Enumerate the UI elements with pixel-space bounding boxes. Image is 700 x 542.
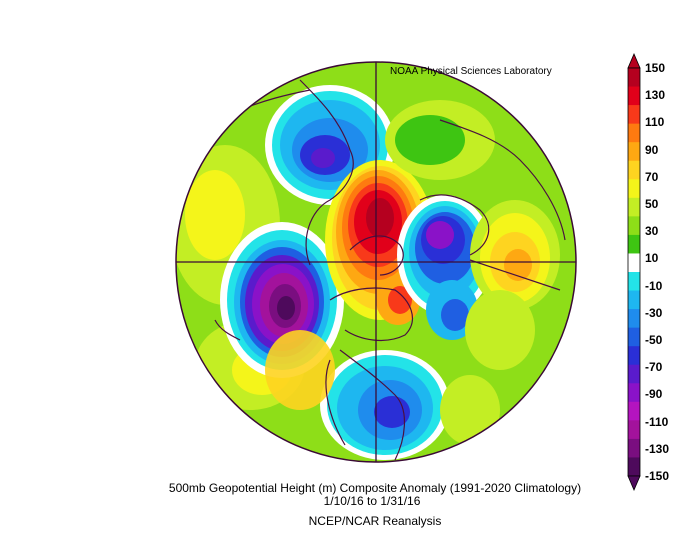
colorbar-swatch bbox=[628, 86, 640, 106]
europe-ridge bbox=[470, 200, 560, 310]
colorbar-tick-label: -130 bbox=[645, 441, 670, 456]
colorbar-swatch bbox=[628, 438, 640, 458]
colorbar-top-arrow bbox=[627, 52, 641, 69]
coastlines bbox=[214, 79, 566, 461]
scandinavia-trough bbox=[397, 195, 493, 340]
anomaly-field bbox=[176, 62, 576, 462]
colorbar-tick-label: 70 bbox=[645, 169, 659, 184]
colorbar-swatch bbox=[628, 179, 640, 199]
colorbar-tick-label: -30 bbox=[645, 305, 663, 320]
colorbar-tick-label: -150 bbox=[645, 469, 670, 483]
colorbar-swatch bbox=[628, 346, 640, 366]
colorbar-swatch bbox=[628, 401, 640, 421]
colorbar-swatch bbox=[628, 123, 640, 143]
colorbar-swatch bbox=[628, 234, 640, 254]
colorbar-swatch bbox=[628, 383, 640, 403]
colorbar-swatch bbox=[628, 142, 640, 162]
caption-source: NCEP/NCAR Reanalysis bbox=[308, 514, 442, 528]
colorbar-swatch bbox=[628, 290, 640, 310]
colorbar-swatch bbox=[628, 160, 640, 180]
colorbar-swatch bbox=[628, 216, 640, 236]
colorbar-tick-label: -90 bbox=[645, 387, 663, 402]
colorbar-tick-label: -110 bbox=[645, 414, 669, 429]
colorbar-swatch bbox=[628, 420, 640, 440]
colorbar-swatch bbox=[628, 327, 640, 347]
colorbar-tick-label: 30 bbox=[645, 224, 659, 239]
colorbar-swatch bbox=[628, 68, 640, 88]
colorbar-tick-label: 150 bbox=[645, 61, 666, 75]
colorbar-swatch bbox=[628, 272, 640, 292]
colorbar-swatch bbox=[628, 197, 640, 217]
colorbar-tick-label: -70 bbox=[645, 360, 663, 375]
colorbar-bottom-arrow bbox=[627, 475, 641, 492]
colorbar-swatch bbox=[628, 309, 640, 329]
colorbar-swatch bbox=[628, 105, 640, 125]
colorbar-tick-label: -10 bbox=[645, 278, 663, 293]
colorbar-tick-label: 130 bbox=[645, 88, 666, 103]
colorbar-swatch bbox=[628, 364, 640, 384]
colorbar-tick-label: 90 bbox=[645, 142, 659, 157]
caption-dates: 1/10/16 to 1/31/16 bbox=[323, 494, 421, 508]
colorbar bbox=[627, 52, 641, 492]
colorbar-swatch bbox=[628, 253, 640, 273]
colorbar-swatch bbox=[628, 457, 640, 477]
caption-title: 500mb Geopotential Height (m) Composite … bbox=[168, 481, 582, 495]
colorbar-tick-label: 110 bbox=[645, 115, 665, 130]
colorbar-tick-label: -50 bbox=[645, 333, 663, 347]
credit-label: NOAA Physical Sciences Laboratory bbox=[390, 66, 552, 77]
eastern-us-trough bbox=[320, 350, 450, 460]
colorbar-tick-label: 50 bbox=[645, 197, 659, 211]
colorbar-tick-label: 10 bbox=[645, 251, 659, 266]
